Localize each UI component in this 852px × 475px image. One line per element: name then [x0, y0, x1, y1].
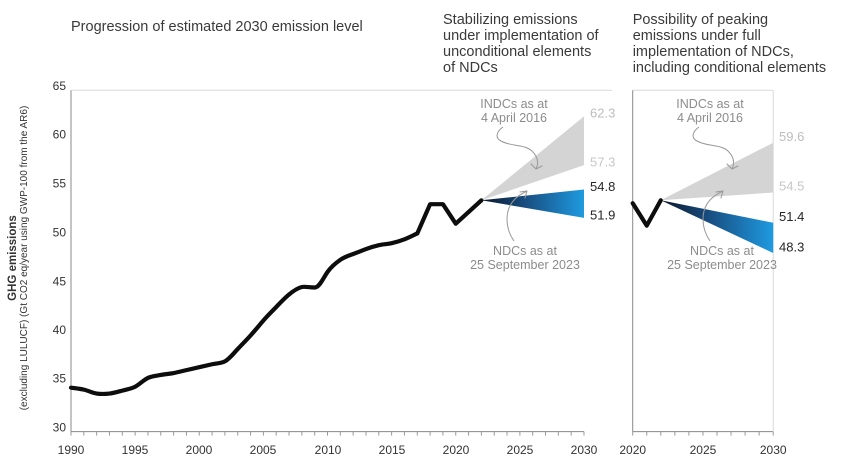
svg-text:2000: 2000	[186, 443, 213, 457]
svg-text:59.6: 59.6	[779, 129, 804, 144]
svg-text:INDCs as at: INDCs as at	[676, 97, 744, 111]
svg-text:54.8: 54.8	[590, 179, 615, 194]
svg-text:INDCs as at: INDCs as at	[480, 97, 548, 111]
svg-text:under implementation of: under implementation of	[443, 28, 600, 44]
svg-text:2025: 2025	[507, 443, 534, 457]
svg-text:54.5: 54.5	[779, 179, 804, 194]
svg-text:of NDCs: of NDCs	[443, 60, 498, 76]
svg-text:NDCs as at: NDCs as at	[493, 244, 557, 258]
svg-text:51.4: 51.4	[779, 209, 804, 224]
svg-text:GHG emissions: GHG emissions	[7, 215, 19, 301]
svg-text:2015: 2015	[379, 443, 406, 457]
svg-text:4 April 2016: 4 April 2016	[677, 111, 743, 125]
svg-text:30: 30	[53, 421, 67, 435]
svg-text:2030: 2030	[760, 443, 787, 457]
svg-text:Stabilizing emissions: Stabilizing emissions	[443, 12, 578, 28]
svg-text:Progression of estimated 2030: Progression of estimated 2030 emission l…	[71, 19, 363, 35]
svg-text:60: 60	[53, 128, 67, 142]
svg-text:50: 50	[53, 226, 67, 240]
svg-text:25 September 2023: 25 September 2023	[667, 258, 777, 272]
svg-text:1990: 1990	[58, 443, 85, 457]
svg-text:40: 40	[53, 323, 67, 337]
svg-text:(excluding LULUCF) (Gt CO2 eq/: (excluding LULUCF) (Gt CO2 eq/year using…	[19, 106, 30, 411]
svg-text:35: 35	[53, 372, 67, 386]
svg-text:emissions under full: emissions under full	[633, 28, 761, 44]
svg-text:62.3: 62.3	[590, 106, 615, 121]
svg-text:2030: 2030	[571, 443, 598, 457]
svg-text:55: 55	[53, 177, 67, 191]
svg-text:65: 65	[53, 79, 67, 93]
svg-text:implementation of NDCs,: implementation of NDCs,	[633, 44, 794, 60]
svg-text:including conditional elements: including conditional elements	[633, 60, 826, 76]
svg-text:48.3: 48.3	[779, 240, 804, 255]
svg-text:Possibility of peaking: Possibility of peaking	[633, 12, 768, 28]
svg-text:2005: 2005	[250, 443, 277, 457]
svg-text:NDCs as at: NDCs as at	[690, 244, 754, 258]
svg-text:4 April 2016: 4 April 2016	[481, 111, 547, 125]
svg-text:2020: 2020	[619, 443, 646, 457]
svg-text:2020: 2020	[443, 443, 470, 457]
svg-text:51.9: 51.9	[590, 208, 615, 223]
svg-text:57.3: 57.3	[590, 155, 615, 170]
svg-text:2010: 2010	[315, 443, 342, 457]
svg-text:25 September 2023: 25 September 2023	[470, 258, 580, 272]
svg-text:unconditional elements: unconditional elements	[443, 44, 591, 60]
svg-text:45: 45	[53, 275, 67, 289]
svg-text:2025: 2025	[690, 443, 717, 457]
svg-text:1995: 1995	[122, 443, 149, 457]
